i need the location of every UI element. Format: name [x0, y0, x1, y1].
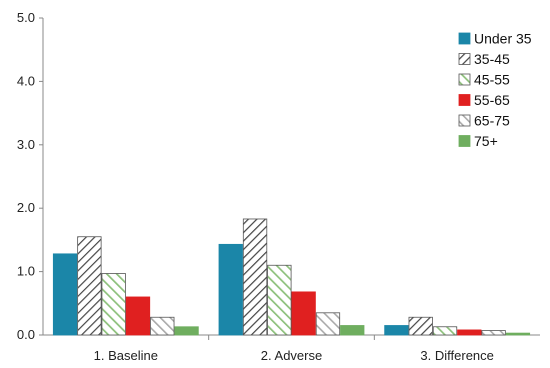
bar-35-45-0: [77, 236, 102, 336]
legend-swatch: [458, 135, 471, 147]
legend: Under 35 35-45 45-55 55-65 65-75 75+: [458, 31, 532, 149]
x-tick-label: 3. Difference: [420, 348, 493, 363]
bar-45-55-2: [432, 326, 458, 336]
bar-65-75-1: [315, 312, 341, 336]
bar-under-35-2: [384, 325, 409, 336]
bar-55-65-1: [291, 291, 316, 336]
y-tick-label: 3.0: [17, 137, 35, 152]
bar-65-75-2: [481, 330, 506, 336]
legend-swatch: [458, 32, 471, 45]
legend-swatch: [458, 53, 471, 65]
legend-label: 35-45: [474, 51, 510, 67]
legend-label: 65-75: [474, 113, 510, 129]
y-axis-ticks: 0.0 1.0 2.0 3.0 4.0 5.0: [17, 10, 43, 342]
y-tick-label: 5.0: [17, 10, 35, 25]
legend-label: 45-55: [474, 72, 510, 88]
x-tick-label: 2. Adverse: [261, 348, 322, 363]
bar-under-35-0: [52, 253, 78, 336]
y-tick-label: 1.0: [17, 264, 35, 279]
y-tick-label: 4.0: [17, 73, 35, 88]
y-tick-label: 2.0: [17, 200, 35, 215]
bar-55-65-0: [125, 296, 151, 336]
bar-45-55-0: [101, 273, 126, 336]
legend-label: 55-65: [474, 92, 510, 108]
bar-65-75-0: [150, 316, 175, 336]
legend-swatch: [458, 73, 471, 86]
bar-75--1: [340, 325, 365, 336]
bar-35-45-1: [242, 218, 268, 336]
bar-75--2: [505, 332, 531, 336]
bar-under-35-1: [218, 243, 243, 336]
bars-group: [52, 218, 531, 336]
x-tick-label: 1. Baseline: [94, 348, 158, 363]
y-tick-label: 0.0: [17, 327, 35, 342]
bar-55-65-2: [457, 329, 482, 336]
legend-swatch: [458, 114, 471, 127]
x-axis-ticks: 1. Baseline 2. Adverse 3. Difference: [94, 335, 494, 363]
legend-label: 75+: [474, 133, 498, 149]
bar-45-55-1: [267, 264, 292, 336]
bar-35-45-2: [408, 316, 433, 336]
legend-swatch: [458, 94, 471, 106]
bar-75--0: [174, 326, 199, 336]
legend-label: Under 35: [474, 31, 532, 47]
